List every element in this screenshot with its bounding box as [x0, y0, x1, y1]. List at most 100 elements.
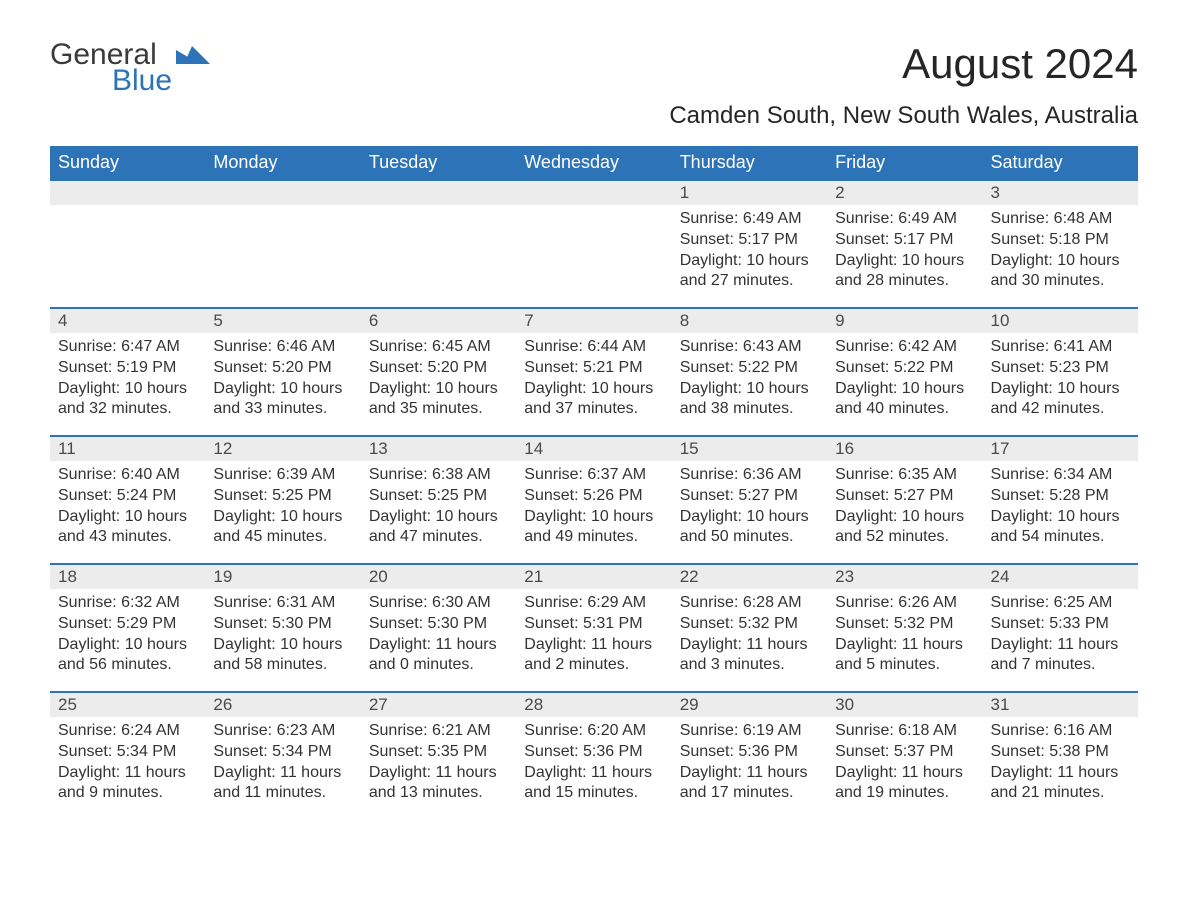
daylight-text: Daylight: 10 hours and 49 minutes.	[524, 507, 663, 549]
daylight-text: Daylight: 10 hours and 52 minutes.	[835, 507, 974, 549]
daylight-text: Daylight: 10 hours and 30 minutes.	[991, 251, 1130, 293]
weekday-header: Saturday	[983, 146, 1138, 179]
daylight-text: Daylight: 11 hours and 11 minutes.	[213, 763, 352, 805]
empty-day-number	[50, 179, 205, 205]
daylight-text: Daylight: 11 hours and 5 minutes.	[835, 635, 974, 677]
sunrise-text: Sunrise: 6:20 AM	[524, 721, 663, 742]
day-body: Sunrise: 6:35 AMSunset: 5:27 PMDaylight:…	[827, 461, 982, 556]
day-body: Sunrise: 6:49 AMSunset: 5:17 PMDaylight:…	[672, 205, 827, 300]
calendar-day-cell: 22Sunrise: 6:28 AMSunset: 5:32 PMDayligh…	[672, 563, 827, 691]
day-body: Sunrise: 6:42 AMSunset: 5:22 PMDaylight:…	[827, 333, 982, 428]
day-number: 1	[672, 179, 827, 205]
day-number: 4	[50, 307, 205, 333]
sunset-text: Sunset: 5:31 PM	[524, 614, 663, 635]
sunset-text: Sunset: 5:17 PM	[680, 230, 819, 251]
sunrise-text: Sunrise: 6:23 AM	[213, 721, 352, 742]
day-body: Sunrise: 6:24 AMSunset: 5:34 PMDaylight:…	[50, 717, 205, 812]
daylight-text: Daylight: 11 hours and 0 minutes.	[369, 635, 508, 677]
day-number: 18	[50, 563, 205, 589]
logo: General Blue	[50, 40, 210, 96]
sunrise-text: Sunrise: 6:49 AM	[680, 209, 819, 230]
sunrise-text: Sunrise: 6:16 AM	[991, 721, 1130, 742]
calendar-day-cell: 1Sunrise: 6:49 AMSunset: 5:17 PMDaylight…	[672, 179, 827, 307]
day-body: Sunrise: 6:36 AMSunset: 5:27 PMDaylight:…	[672, 461, 827, 556]
day-number: 30	[827, 691, 982, 717]
sunset-text: Sunset: 5:36 PM	[524, 742, 663, 763]
calendar-week-row: 25Sunrise: 6:24 AMSunset: 5:34 PMDayligh…	[50, 691, 1138, 819]
sunset-text: Sunset: 5:37 PM	[835, 742, 974, 763]
sunrise-text: Sunrise: 6:35 AM	[835, 465, 974, 486]
logo-word-blue: Blue	[112, 66, 172, 96]
calendar-week-row: 11Sunrise: 6:40 AMSunset: 5:24 PMDayligh…	[50, 435, 1138, 563]
calendar-day-cell: 26Sunrise: 6:23 AMSunset: 5:34 PMDayligh…	[205, 691, 360, 819]
sunset-text: Sunset: 5:20 PM	[369, 358, 508, 379]
daylight-text: Daylight: 11 hours and 15 minutes.	[524, 763, 663, 805]
day-number: 10	[983, 307, 1138, 333]
sunrise-text: Sunrise: 6:31 AM	[213, 593, 352, 614]
calendar-day-cell: 17Sunrise: 6:34 AMSunset: 5:28 PMDayligh…	[983, 435, 1138, 563]
daylight-text: Daylight: 10 hours and 28 minutes.	[835, 251, 974, 293]
day-number: 25	[50, 691, 205, 717]
daylight-text: Daylight: 10 hours and 38 minutes.	[680, 379, 819, 421]
calendar-day-cell: 25Sunrise: 6:24 AMSunset: 5:34 PMDayligh…	[50, 691, 205, 819]
sunrise-text: Sunrise: 6:29 AM	[524, 593, 663, 614]
sunrise-text: Sunrise: 6:37 AM	[524, 465, 663, 486]
month-title: August 2024	[669, 40, 1138, 88]
day-number: 12	[205, 435, 360, 461]
empty-day-number	[205, 179, 360, 205]
day-body: Sunrise: 6:39 AMSunset: 5:25 PMDaylight:…	[205, 461, 360, 556]
day-body: Sunrise: 6:44 AMSunset: 5:21 PMDaylight:…	[516, 333, 671, 428]
daylight-text: Daylight: 10 hours and 42 minutes.	[991, 379, 1130, 421]
calendar-day-cell: 10Sunrise: 6:41 AMSunset: 5:23 PMDayligh…	[983, 307, 1138, 435]
day-number: 2	[827, 179, 982, 205]
day-number: 22	[672, 563, 827, 589]
empty-day-number	[361, 179, 516, 205]
logo-text: General Blue	[50, 40, 172, 96]
day-number: 28	[516, 691, 671, 717]
day-body: Sunrise: 6:19 AMSunset: 5:36 PMDaylight:…	[672, 717, 827, 812]
daylight-text: Daylight: 11 hours and 3 minutes.	[680, 635, 819, 677]
daylight-text: Daylight: 10 hours and 50 minutes.	[680, 507, 819, 549]
day-body: Sunrise: 6:49 AMSunset: 5:17 PMDaylight:…	[827, 205, 982, 300]
sunrise-text: Sunrise: 6:26 AM	[835, 593, 974, 614]
weekday-header: Thursday	[672, 146, 827, 179]
sunset-text: Sunset: 5:33 PM	[991, 614, 1130, 635]
sunset-text: Sunset: 5:32 PM	[680, 614, 819, 635]
sunset-text: Sunset: 5:34 PM	[58, 742, 197, 763]
calendar-day-cell: 6Sunrise: 6:45 AMSunset: 5:20 PMDaylight…	[361, 307, 516, 435]
calendar-day-cell: 21Sunrise: 6:29 AMSunset: 5:31 PMDayligh…	[516, 563, 671, 691]
sunset-text: Sunset: 5:19 PM	[58, 358, 197, 379]
day-body: Sunrise: 6:48 AMSunset: 5:18 PMDaylight:…	[983, 205, 1138, 300]
calendar-day-cell	[516, 179, 671, 307]
day-body: Sunrise: 6:28 AMSunset: 5:32 PMDaylight:…	[672, 589, 827, 684]
daylight-text: Daylight: 10 hours and 43 minutes.	[58, 507, 197, 549]
day-number: 27	[361, 691, 516, 717]
daylight-text: Daylight: 11 hours and 19 minutes.	[835, 763, 974, 805]
day-body: Sunrise: 6:38 AMSunset: 5:25 PMDaylight:…	[361, 461, 516, 556]
sunrise-text: Sunrise: 6:19 AM	[680, 721, 819, 742]
sunset-text: Sunset: 5:27 PM	[835, 486, 974, 507]
day-number: 31	[983, 691, 1138, 717]
sunset-text: Sunset: 5:38 PM	[991, 742, 1130, 763]
day-body: Sunrise: 6:26 AMSunset: 5:32 PMDaylight:…	[827, 589, 982, 684]
daylight-text: Daylight: 11 hours and 7 minutes.	[991, 635, 1130, 677]
sunrise-text: Sunrise: 6:24 AM	[58, 721, 197, 742]
sunset-text: Sunset: 5:27 PM	[680, 486, 819, 507]
sunrise-text: Sunrise: 6:46 AM	[213, 337, 352, 358]
weekday-header: Friday	[827, 146, 982, 179]
day-body: Sunrise: 6:16 AMSunset: 5:38 PMDaylight:…	[983, 717, 1138, 812]
day-number: 23	[827, 563, 982, 589]
sunset-text: Sunset: 5:20 PM	[213, 358, 352, 379]
day-number: 17	[983, 435, 1138, 461]
day-number: 8	[672, 307, 827, 333]
sunset-text: Sunset: 5:26 PM	[524, 486, 663, 507]
day-number: 15	[672, 435, 827, 461]
calendar-day-cell	[361, 179, 516, 307]
daylight-text: Daylight: 11 hours and 13 minutes.	[369, 763, 508, 805]
sunrise-text: Sunrise: 6:45 AM	[369, 337, 508, 358]
sunrise-text: Sunrise: 6:42 AM	[835, 337, 974, 358]
daylight-text: Daylight: 10 hours and 33 minutes.	[213, 379, 352, 421]
sunset-text: Sunset: 5:23 PM	[991, 358, 1130, 379]
daylight-text: Daylight: 10 hours and 45 minutes.	[213, 507, 352, 549]
day-body: Sunrise: 6:25 AMSunset: 5:33 PMDaylight:…	[983, 589, 1138, 684]
